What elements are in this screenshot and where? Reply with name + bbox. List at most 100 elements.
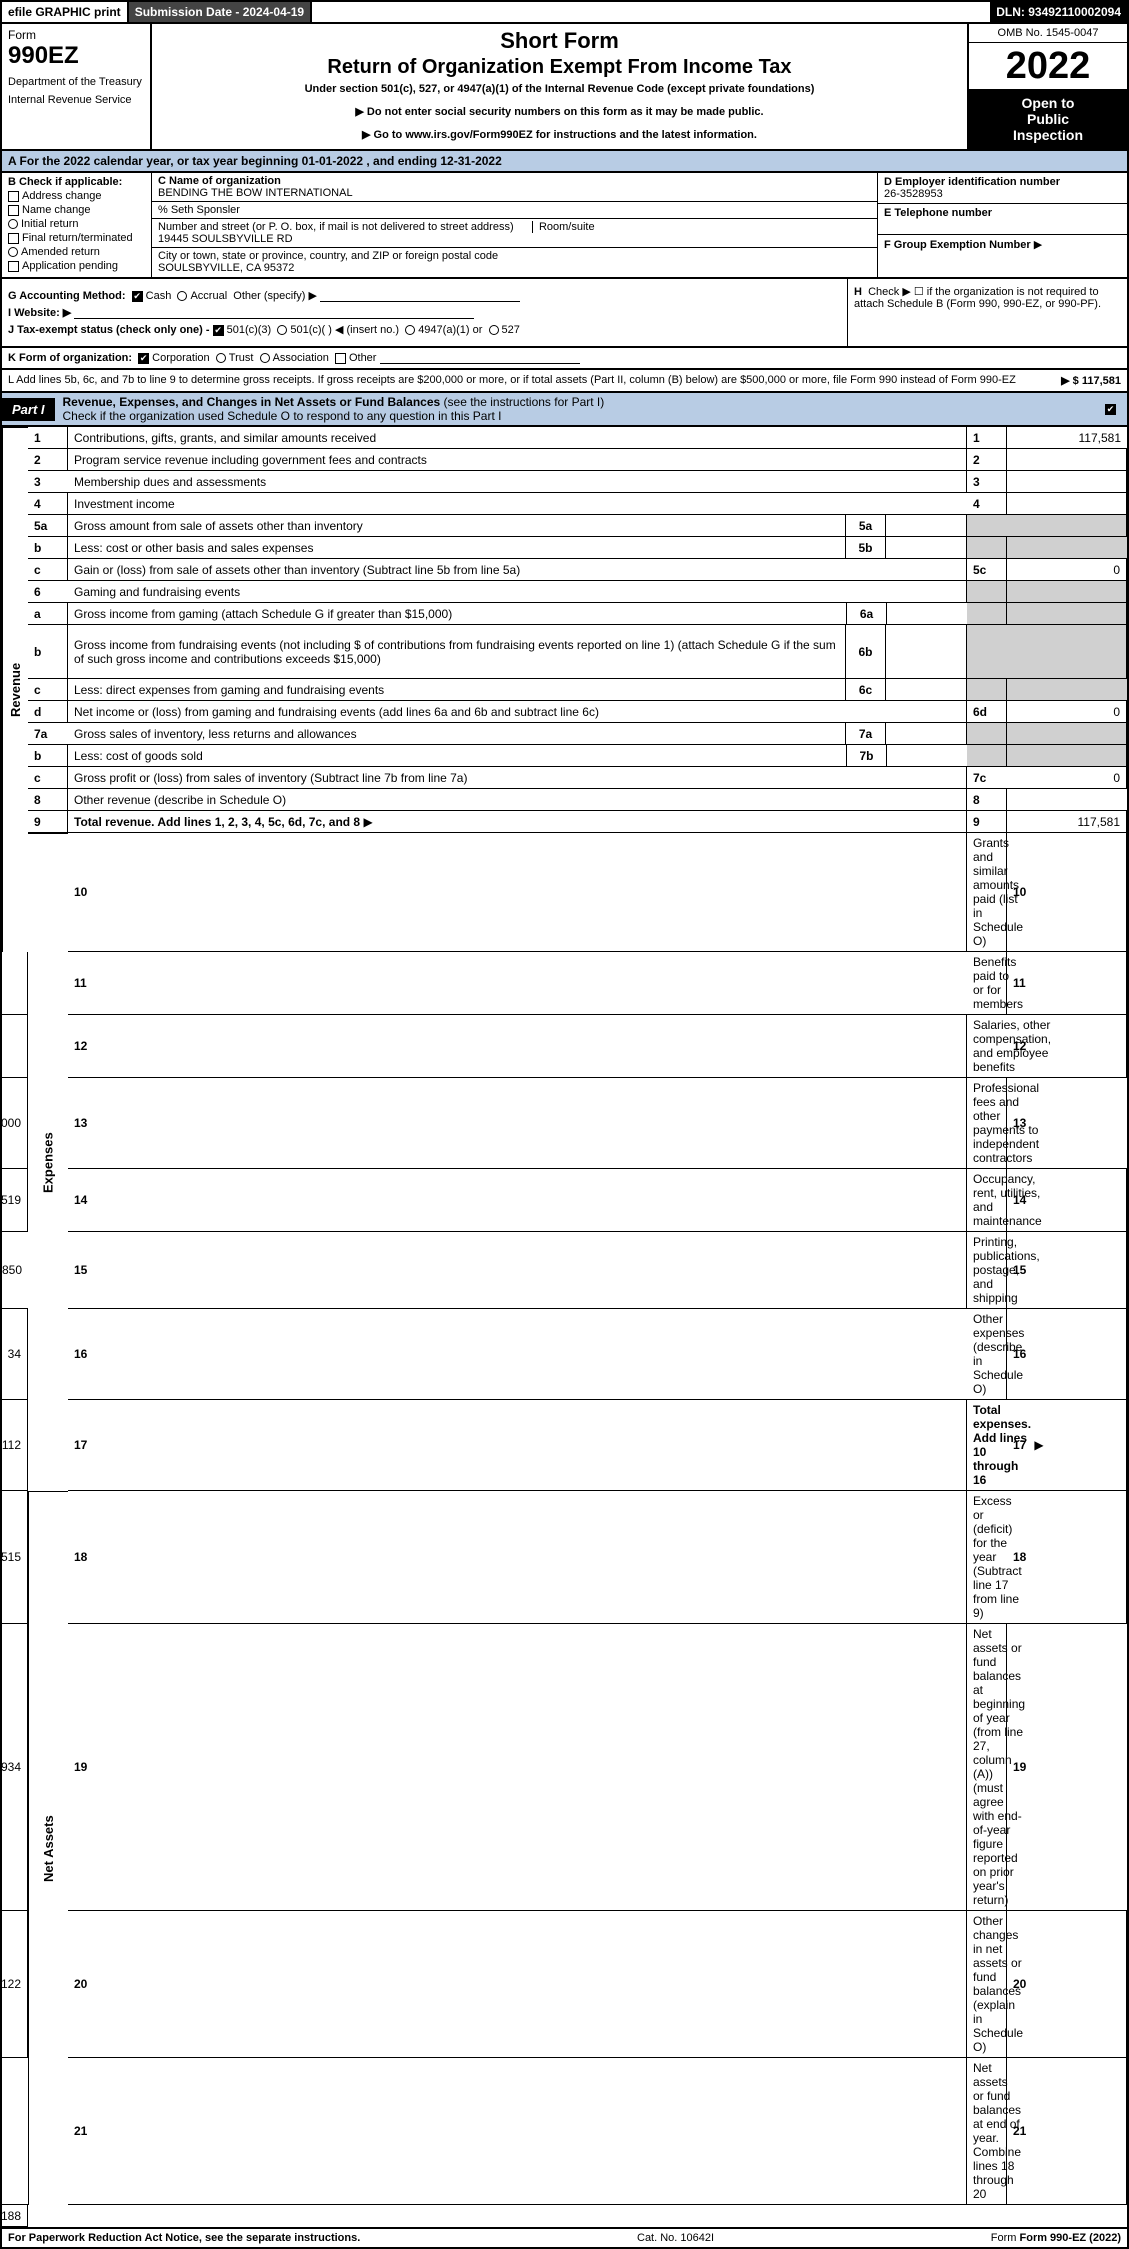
- line-6d-desc: Net income or (loss) from gaming and fun…: [68, 701, 967, 723]
- line-6c-sublabel: 6c: [846, 679, 886, 700]
- line-11-amt: [2, 1015, 28, 1078]
- line-9-amt: 117,581: [1007, 811, 1127, 833]
- chk-trust[interactable]: [216, 353, 226, 363]
- line-7b-no: b: [28, 745, 68, 767]
- line-21-amt: 30,188: [2, 2205, 28, 2227]
- chk-4947[interactable]: [405, 325, 415, 335]
- line-7b-desc: Less: cost of goods sold 7b: [68, 745, 967, 767]
- form-header: Form 990EZ Department of the Treasury In…: [0, 24, 1129, 151]
- line-11-col: 11: [1007, 952, 1127, 1015]
- line-2-amt: [1007, 449, 1127, 471]
- line-8-amt: [1007, 789, 1127, 811]
- chk-final-return[interactable]: Final return/terminated: [8, 232, 145, 244]
- line-6d-no: d: [28, 701, 68, 723]
- footer-right: Form Form 990-EZ (2022): [991, 2232, 1121, 2244]
- row-a-tax-year: A For the 2022 calendar year, or tax yea…: [0, 151, 1129, 173]
- line-16-col: 16: [1007, 1309, 1127, 1400]
- line-8-no: 8: [28, 789, 68, 811]
- line-14-no: 14: [68, 1169, 967, 1232]
- line-10-desc: Grants and similar amounts paid (list in…: [967, 833, 1007, 952]
- line-15-amt: 34: [2, 1309, 28, 1400]
- line-5a-colshade: [967, 515, 1007, 537]
- d-label: D Employer identification number: [884, 176, 1060, 188]
- chk-initial-return[interactable]: Initial return: [8, 218, 145, 230]
- line-6b-amtshade: [1007, 625, 1127, 679]
- netassets-sidelabel: Net Assets: [28, 1491, 68, 2205]
- ssn-note: ▶ Do not enter social security numbers o…: [156, 105, 963, 118]
- department-label: Department of the Treasury: [8, 76, 144, 88]
- line-11-desc: Benefits paid to or for members: [967, 952, 1007, 1015]
- line-5c-amt: 0: [1007, 559, 1127, 581]
- other-method-label: Other (specify) ▶: [233, 290, 317, 302]
- chk-527[interactable]: [489, 325, 499, 335]
- chk-address-change[interactable]: Address change: [8, 190, 145, 202]
- line-7b-amtshade: [1007, 745, 1127, 767]
- page-footer: For Paperwork Reduction Act Notice, see …: [0, 2229, 1129, 2249]
- line-14-amt: 3,850: [2, 1232, 28, 1309]
- line-5b-sublabel: 5b: [846, 537, 886, 558]
- chk-corporation[interactable]: [138, 353, 149, 364]
- line-20-desc: Other changes in net assets or fund bala…: [967, 1911, 1007, 2058]
- dln-label: DLN: 93492110002094: [990, 2, 1127, 22]
- chk-501c3[interactable]: [213, 325, 224, 336]
- line-6d-col: 6d: [967, 701, 1007, 723]
- opt-trust: Trust: [229, 352, 254, 364]
- line-5a-desc: Gross amount from sale of assets other t…: [68, 515, 967, 537]
- line-18-desc: Excess or (deficit) for the year (Subtra…: [967, 1491, 1007, 1624]
- line-7c-no: c: [28, 767, 68, 789]
- chk-accrual[interactable]: [177, 291, 187, 301]
- line-5b-subval: [886, 537, 966, 558]
- line-6c-desc: Less: direct expenses from gaming and fu…: [68, 679, 967, 701]
- line-16-amt: 8,112: [2, 1400, 28, 1491]
- other-org-input[interactable]: [380, 352, 580, 364]
- opt-4947: 4947(a)(1) or: [418, 324, 482, 336]
- line-5c-desc: Gain or (loss) from sale of assets other…: [68, 559, 967, 581]
- website-note[interactable]: ▶ Go to www.irs.gov/Form990EZ for instru…: [156, 128, 963, 141]
- line-20-no: 20: [68, 1911, 967, 2058]
- header-left: Form 990EZ Department of the Treasury In…: [2, 24, 152, 149]
- line-15-desc: Printing, publications, postage, and shi…: [967, 1232, 1007, 1309]
- short-form-title: Short Form: [156, 28, 963, 54]
- city-value: SOULSBYVILLE, CA 95372: [158, 262, 294, 274]
- line-1-no: 1: [28, 427, 68, 449]
- chk-application-pending[interactable]: Application pending: [8, 260, 145, 272]
- chk-name-change[interactable]: Name change: [8, 204, 145, 216]
- chk-cash[interactable]: [132, 291, 143, 302]
- chk-amended-return[interactable]: Amended return: [8, 246, 145, 258]
- line-6a-sublabel: 6a: [847, 603, 887, 624]
- irs-label: Internal Revenue Service: [8, 94, 144, 106]
- line-7a-colshade: [967, 723, 1007, 745]
- line-1-col: 1: [967, 427, 1007, 449]
- line-2-desc: Program service revenue including govern…: [68, 449, 967, 471]
- line-19-no: 19: [68, 1624, 967, 1911]
- line-9-col: 9: [967, 811, 1007, 833]
- f-arrow: ▶: [1034, 239, 1042, 251]
- efile-print-label[interactable]: efile GRAPHIC print: [2, 2, 129, 22]
- website-input[interactable]: [74, 307, 474, 319]
- line-6c-amtshade: [1007, 679, 1127, 701]
- g-label: G Accounting Method:: [8, 290, 126, 302]
- line-6c-subval: [886, 679, 966, 700]
- top-bar: efile GRAPHIC print Submission Date - 20…: [0, 0, 1129, 24]
- line-19-desc: Net assets or fund balances at beginning…: [967, 1624, 1007, 1911]
- line-9-no: 9: [28, 811, 68, 833]
- other-method-input[interactable]: [320, 290, 520, 302]
- form-label: Form: [8, 28, 144, 42]
- section-b: B Check if applicable: Address change Na…: [2, 173, 152, 277]
- line-6b-desc: Gross income from fundraising events (no…: [68, 625, 967, 679]
- line-17-col: 17: [1007, 1400, 1127, 1491]
- line-3-amt: [1007, 471, 1127, 493]
- line-5a-amtshade: [1007, 515, 1127, 537]
- section-h: H Check ▶ ☐ if the organization is not r…: [847, 279, 1127, 346]
- form-number: 990EZ: [8, 42, 144, 70]
- line-6b-no: b: [28, 625, 68, 679]
- line-14-desc: Occupancy, rent, utilities, and maintena…: [967, 1169, 1007, 1232]
- chk-other-org[interactable]: [335, 353, 346, 364]
- opt-association: Association: [273, 352, 329, 364]
- chk-association[interactable]: [260, 353, 270, 363]
- org-name: BENDING THE BOW INTERNATIONAL: [158, 187, 353, 199]
- chk-501c[interactable]: [277, 325, 287, 335]
- inspect-line3: Inspection: [973, 127, 1123, 143]
- part1-schedule-o-check[interactable]: [1105, 402, 1127, 416]
- expenses-sidelabel: Expenses: [28, 833, 68, 1491]
